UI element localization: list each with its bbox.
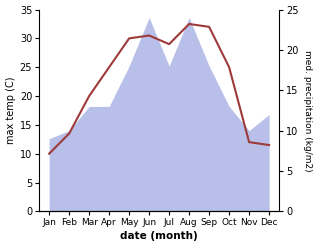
Y-axis label: max temp (C): max temp (C) — [5, 77, 16, 144]
Y-axis label: med. precipitation (kg/m2): med. precipitation (kg/m2) — [303, 50, 313, 171]
X-axis label: date (month): date (month) — [120, 231, 198, 242]
